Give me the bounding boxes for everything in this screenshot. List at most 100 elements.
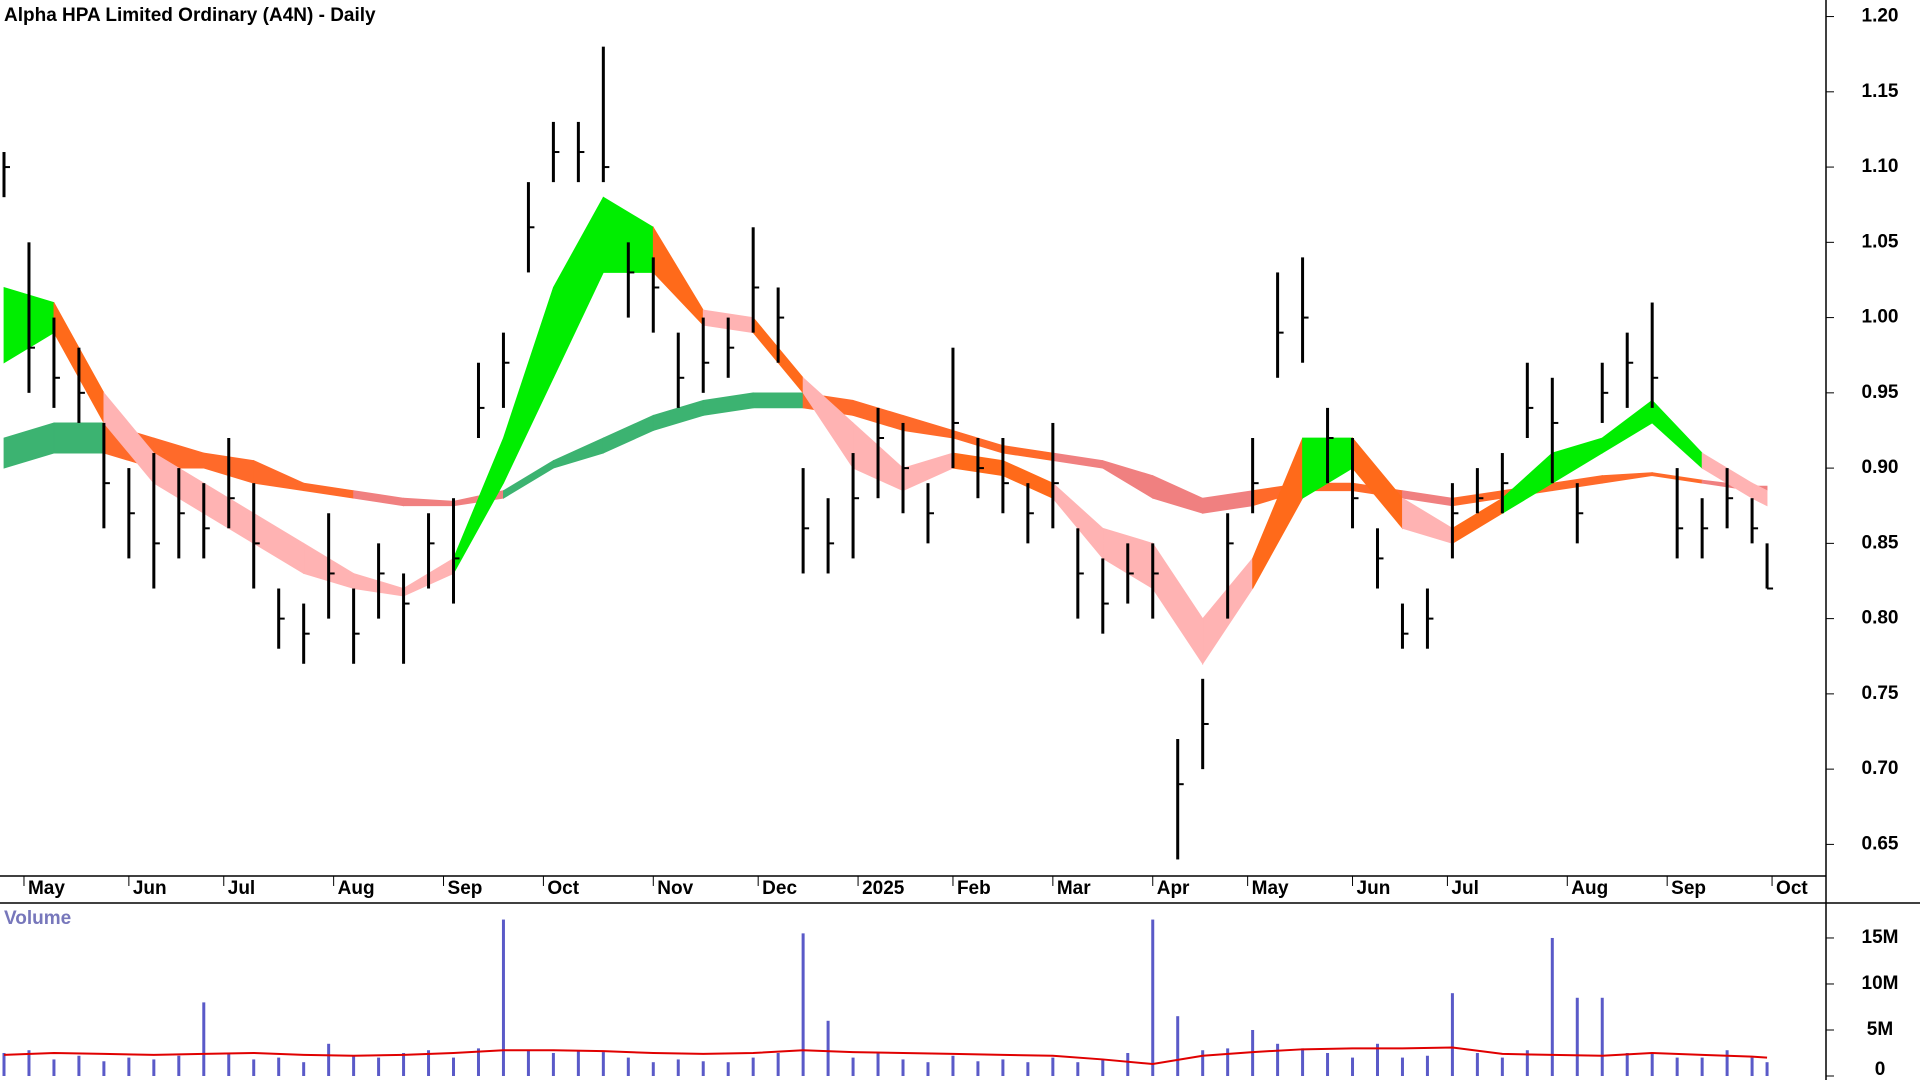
volume-bar bbox=[1076, 1062, 1080, 1076]
x-tick-label: Jul bbox=[1451, 878, 1478, 899]
x-tick-label: Sep bbox=[448, 878, 483, 899]
x-tick-label: Mar bbox=[1057, 878, 1091, 899]
price-range-bar bbox=[377, 543, 381, 619]
volume-bar bbox=[1575, 997, 1579, 1076]
fast-band-segment bbox=[1751, 482, 1768, 507]
volume-bar bbox=[1450, 993, 1454, 1076]
y-tick-label: 5M bbox=[1867, 1019, 1893, 1040]
volume-bar bbox=[1725, 1050, 1729, 1076]
price-range-bar bbox=[2, 152, 6, 198]
price-range-bar bbox=[27, 242, 31, 393]
slow-band-segment bbox=[602, 414, 654, 454]
slow-band-segment bbox=[353, 490, 404, 507]
price-range-bar bbox=[452, 498, 456, 604]
price-range-bar bbox=[1625, 332, 1629, 408]
price-range-bar bbox=[352, 588, 356, 664]
slow-band-segment bbox=[752, 392, 804, 409]
volume-bar bbox=[277, 1057, 281, 1076]
volume-title: Volume bbox=[4, 908, 71, 929]
fast-band-segment bbox=[1252, 437, 1303, 589]
price-range-bar bbox=[1525, 362, 1529, 438]
volume-bar bbox=[1101, 1059, 1105, 1076]
volume-bar bbox=[801, 933, 805, 1076]
x-tick-label: 2025 bbox=[862, 878, 905, 899]
volume-bar bbox=[27, 1050, 31, 1076]
price-range-bar bbox=[1400, 603, 1404, 649]
volume-bar bbox=[551, 1052, 555, 1076]
volume-bar bbox=[1301, 1048, 1305, 1076]
price-range-bar bbox=[77, 347, 81, 423]
x-tick-label: Apr bbox=[1157, 878, 1190, 899]
volume-bar bbox=[476, 1048, 480, 1076]
volume-bar bbox=[1176, 1016, 1180, 1076]
volume-bar bbox=[1600, 997, 1604, 1076]
volume-bar bbox=[676, 1059, 680, 1076]
slow-band-segment bbox=[253, 459, 305, 492]
y-tick-label: 0.85 bbox=[1862, 532, 1899, 553]
price-range-bar bbox=[1276, 272, 1280, 378]
price-range-bar bbox=[1750, 498, 1754, 544]
slow-band-segment bbox=[1202, 490, 1254, 514]
volume-bar bbox=[77, 1055, 81, 1076]
price-range-bar bbox=[1450, 483, 1454, 559]
price-range-bar bbox=[1326, 407, 1330, 484]
price-range-bar bbox=[1475, 468, 1479, 514]
volume-bar bbox=[202, 1002, 206, 1076]
volume-bar bbox=[526, 1050, 530, 1076]
price-range-bar bbox=[1226, 513, 1230, 619]
price-range-bar bbox=[1650, 302, 1654, 408]
slow-band-segment bbox=[303, 482, 355, 499]
volume-bar bbox=[651, 1062, 655, 1076]
price-range-bar bbox=[1151, 543, 1155, 619]
price-range-bar bbox=[1101, 558, 1105, 634]
volume-bar bbox=[177, 1055, 181, 1076]
fast-band-segment bbox=[1651, 399, 1703, 470]
slow-band-segment bbox=[902, 414, 954, 439]
volume-bar bbox=[1425, 1055, 1429, 1076]
price-range-bar bbox=[1051, 422, 1055, 529]
volume-bar bbox=[1650, 1052, 1654, 1076]
volume-bar bbox=[1765, 1062, 1769, 1076]
volume-bar bbox=[826, 1020, 830, 1076]
volume-bar bbox=[1276, 1043, 1280, 1076]
slow-band-segment bbox=[552, 437, 604, 469]
price-range-bar bbox=[1001, 438, 1005, 514]
price-range-bar bbox=[252, 483, 256, 589]
price-range-bar bbox=[851, 453, 855, 559]
price-range-bar bbox=[1765, 543, 1769, 589]
volume-bar bbox=[776, 1052, 780, 1076]
price-range-bar bbox=[801, 468, 805, 574]
x-tick-label: Aug bbox=[1571, 878, 1608, 899]
fast-band-segment bbox=[503, 287, 554, 484]
price-range-bar bbox=[202, 483, 206, 559]
volume-bar bbox=[1500, 1057, 1504, 1076]
price-range-bar bbox=[1351, 438, 1355, 529]
volume-bar bbox=[127, 1057, 131, 1076]
y-tick-label: 1.20 bbox=[1862, 6, 1899, 27]
volume-bar bbox=[1625, 1052, 1629, 1076]
price-range-bar bbox=[327, 513, 331, 619]
volume-bar bbox=[1051, 1057, 1055, 1076]
fast-band-segment bbox=[1152, 542, 1204, 666]
y-tick-label: 0.95 bbox=[1862, 382, 1899, 403]
price-range-bar bbox=[601, 46, 605, 183]
volume-bar bbox=[427, 1050, 431, 1076]
volume-bar bbox=[152, 1059, 156, 1076]
x-tick-label: Nov bbox=[657, 878, 693, 899]
x-tick-label: Oct bbox=[547, 878, 579, 899]
volume-bar bbox=[1326, 1052, 1330, 1076]
volume-bar bbox=[1700, 1057, 1704, 1076]
price-range-bar bbox=[701, 317, 705, 393]
volume-bar bbox=[751, 1057, 755, 1076]
volume-bar bbox=[402, 1052, 406, 1076]
fast-band-segment bbox=[1352, 436, 1403, 530]
volume-bar bbox=[951, 1055, 955, 1076]
price-range-bar bbox=[751, 227, 755, 333]
y-tick-label: 10M bbox=[1862, 973, 1899, 994]
y-tick-label: 0 bbox=[1875, 1059, 1886, 1080]
y-tick-label: 0.65 bbox=[1862, 833, 1899, 854]
slow-band-segment bbox=[53, 422, 105, 454]
price-range-bar bbox=[1251, 438, 1255, 514]
volume-bar bbox=[1750, 1057, 1754, 1076]
